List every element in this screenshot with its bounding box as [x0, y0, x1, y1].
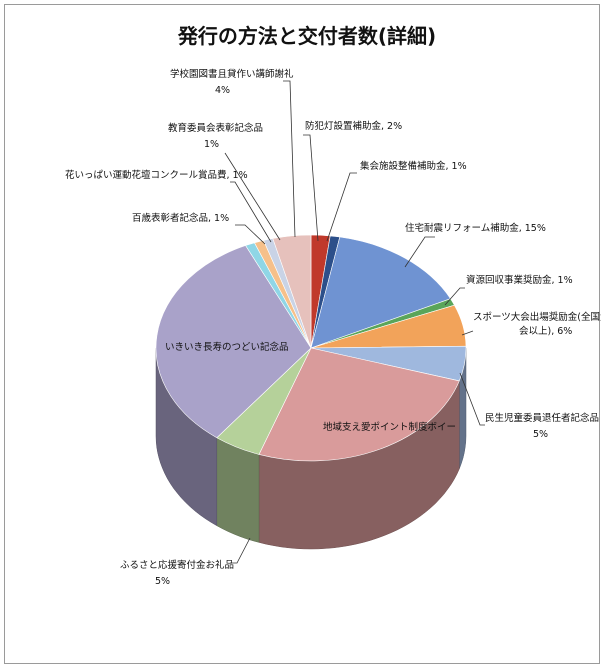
- pie-slices: [155, 234, 467, 462]
- pie-slice-12: [272, 234, 312, 349]
- pie-chart: 発行の方法と交付者数(詳細) 防犯灯設置補助金, 2% 集会施設整備補助金, 1%…: [65, 24, 601, 587]
- leader-line-0: [303, 134, 319, 242]
- slice-label-6: 地域支え愛ポイント制度ボイー: [323, 421, 456, 433]
- pie-3d-sides: [155, 347, 467, 550]
- leader-line-2: [404, 236, 435, 268]
- leader-lines: [224, 80, 485, 564]
- slice-label-2: 住宅耐震リフォーム補助金, 15%: [405, 222, 546, 234]
- pie-side-7: [216, 437, 260, 543]
- leader-line-11: [224, 152, 281, 241]
- leader-line-3: [444, 287, 465, 306]
- pie-slice-8: [155, 245, 312, 439]
- leader-line-7: [230, 537, 251, 564]
- slice-label-1: 集会施設整備補助金, 1%: [360, 160, 467, 172]
- leader-line-10: [230, 181, 272, 243]
- slice-label-4: スポーツ大会出場奨励金(全国大会以上), 6%: [473, 311, 601, 337]
- pie-slice-6: [258, 347, 460, 462]
- leader-line-12: [283, 80, 296, 238]
- leader-line-5: [459, 372, 485, 426]
- leader-line-1: [326, 172, 357, 242]
- slice-label-8: いきいき長寿のつどい記念品: [165, 341, 289, 353]
- slice-label-10: 花いっぱい運動花壇コンクール賞品費, 1%: [65, 169, 248, 181]
- slice-label-9: 百歳表彰者記念品, 1%: [132, 212, 229, 224]
- pie-slice-2: [310, 236, 451, 349]
- chart-frame: 発行の方法と交付者数(詳細) 防犯灯設置補助金, 2% 集会施設整備補助金, 1%…: [4, 4, 601, 664]
- leader-line-9: [235, 224, 266, 245]
- slice-label-7: ふるさと応援寄付金お礼品 5%: [120, 559, 234, 587]
- slice-labels: 防犯灯設置補助金, 2% 集会施設整備補助金, 1% 住宅耐震リフォーム補助金, 1…: [65, 68, 601, 587]
- slice-label-5: 民生児童委員退任者記念品 5%: [485, 412, 599, 440]
- slice-label-11: 教育委員会表彰記念品 1%: [168, 122, 263, 150]
- chart-title: 発行の方法と交付者数(詳細): [177, 24, 436, 48]
- slice-label-0: 防犯灯設置補助金, 2%: [305, 120, 402, 132]
- slice-label-12: 学校園図書且貸作い講師謝礼 4%: [170, 68, 294, 96]
- slice-label-3: 資源回収事業奨励金, 1%: [466, 274, 573, 286]
- leader-line-4: [461, 330, 474, 336]
